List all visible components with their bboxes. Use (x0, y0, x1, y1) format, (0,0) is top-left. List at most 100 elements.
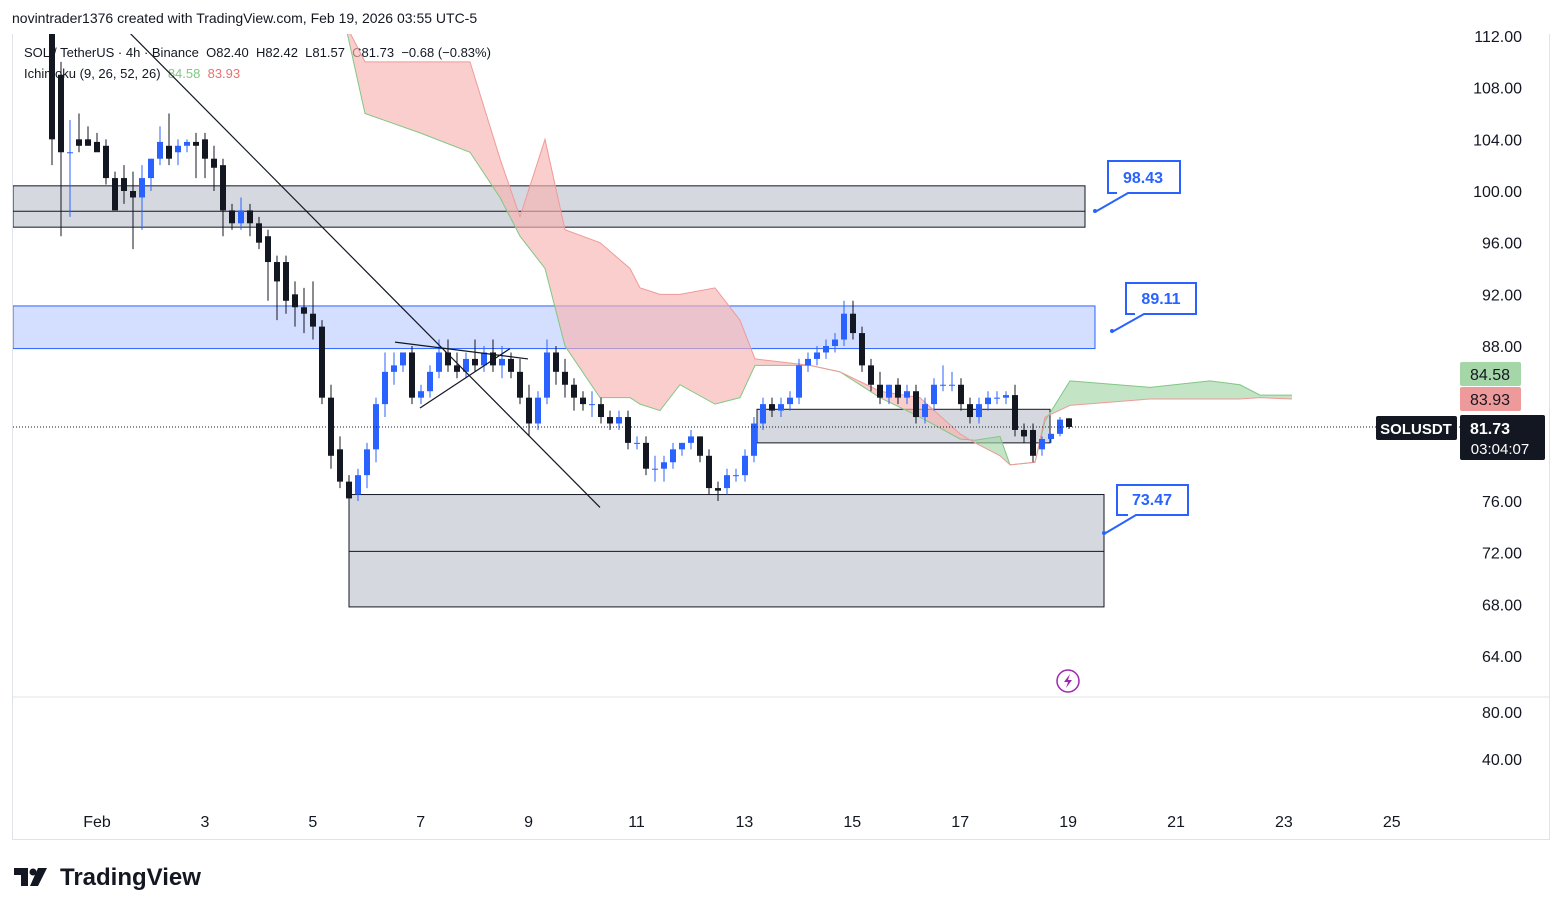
candle[interactable] (445, 352, 451, 366)
candle[interactable] (67, 152, 73, 154)
candle[interactable] (490, 352, 496, 366)
candle[interactable] (1048, 433, 1054, 439)
candle[interactable] (301, 307, 307, 314)
candle[interactable] (994, 397, 1000, 399)
candle[interactable] (103, 145, 109, 179)
candle[interactable] (652, 468, 658, 470)
candle[interactable] (184, 141, 190, 146)
candle[interactable] (319, 326, 325, 398)
candle[interactable] (688, 436, 694, 443)
candle[interactable] (976, 404, 982, 418)
symbol-badge[interactable]: SOLUSDT (1376, 416, 1457, 440)
candle[interactable] (355, 475, 361, 495)
candle[interactable] (202, 139, 208, 159)
candle[interactable] (310, 313, 316, 327)
candle[interactable] (814, 352, 820, 359)
candle[interactable] (589, 404, 595, 406)
candle[interactable] (157, 141, 163, 159)
candle[interactable] (193, 141, 199, 146)
candle[interactable] (139, 178, 145, 198)
zone-mid-support[interactable] (756, 408, 1051, 444)
candle[interactable] (517, 371, 523, 398)
candle[interactable] (256, 223, 262, 243)
candle[interactable] (850, 313, 856, 334)
candle[interactable] (499, 358, 505, 366)
candle[interactable] (76, 139, 82, 146)
candle[interactable] (904, 391, 910, 398)
candle[interactable] (94, 141, 100, 153)
candle[interactable] (886, 384, 892, 398)
candle[interactable] (112, 178, 118, 211)
candle[interactable] (121, 178, 127, 191)
symbol-name[interactable]: SOL / TetherUS · 4h · Binance (24, 45, 199, 60)
candle[interactable] (985, 397, 991, 405)
candle[interactable] (661, 462, 667, 469)
candle[interactable] (625, 417, 631, 443)
candle[interactable] (553, 352, 559, 372)
candle[interactable] (679, 442, 685, 450)
candle[interactable] (877, 384, 883, 398)
candle[interactable] (607, 417, 613, 424)
candle[interactable] (454, 365, 460, 372)
candle[interactable] (544, 352, 550, 398)
candle[interactable] (958, 384, 964, 405)
zone-demand-zone[interactable] (348, 494, 1105, 608)
candle[interactable] (58, 74, 64, 153)
candle[interactable] (1003, 395, 1009, 398)
candle[interactable] (787, 397, 793, 405)
candle[interactable] (778, 404, 784, 411)
candle[interactable] (85, 139, 91, 146)
candle[interactable] (49, 30, 55, 140)
candle[interactable] (643, 442, 649, 469)
candle[interactable] (859, 333, 865, 366)
candle[interactable] (472, 358, 478, 366)
candle[interactable] (598, 404, 604, 418)
candle[interactable] (283, 262, 289, 301)
trendline[interactable] (419, 348, 511, 409)
candle[interactable] (364, 449, 370, 476)
candle[interactable] (535, 397, 541, 424)
candle[interactable] (1012, 395, 1018, 430)
candle[interactable] (418, 391, 424, 398)
candle[interactable] (670, 449, 676, 463)
candle[interactable] (220, 165, 226, 211)
candle[interactable] (562, 371, 568, 385)
candle[interactable] (868, 365, 874, 385)
candle[interactable] (400, 352, 406, 366)
candle[interactable] (580, 397, 586, 405)
candle[interactable] (1021, 429, 1027, 437)
candle[interactable] (1030, 429, 1036, 456)
candle[interactable] (274, 262, 280, 282)
candle[interactable] (706, 455, 712, 489)
tradingview-logo[interactable]: TradingView (14, 864, 201, 892)
zone-blue-resistance[interactable] (13, 305, 1096, 350)
candle[interactable] (571, 384, 577, 398)
candle[interactable] (922, 404, 928, 418)
candle[interactable] (697, 436, 703, 456)
candle[interactable] (526, 397, 532, 424)
lightning-icon[interactable] (1056, 669, 1080, 693)
candle[interactable] (634, 442, 640, 444)
candle[interactable] (463, 358, 469, 372)
candle[interactable] (751, 423, 757, 456)
candle[interactable] (616, 417, 622, 424)
candle[interactable] (292, 294, 298, 308)
candle[interactable] (382, 371, 388, 405)
candle[interactable] (895, 384, 901, 398)
candle[interactable] (229, 210, 235, 224)
candle[interactable] (832, 339, 838, 346)
candle[interactable] (337, 449, 343, 482)
candle[interactable] (733, 475, 739, 477)
callout-73[interactable]: 73.47 (1102, 484, 1189, 535)
candle[interactable] (760, 404, 766, 424)
candle[interactable] (724, 475, 730, 489)
candle[interactable] (742, 455, 748, 476)
candle[interactable] (148, 158, 154, 179)
candle[interactable] (823, 346, 829, 353)
candle[interactable] (238, 210, 244, 224)
candle[interactable] (1066, 418, 1072, 427)
candle[interactable] (247, 210, 253, 224)
candle[interactable] (841, 313, 847, 340)
candle[interactable] (715, 488, 721, 491)
